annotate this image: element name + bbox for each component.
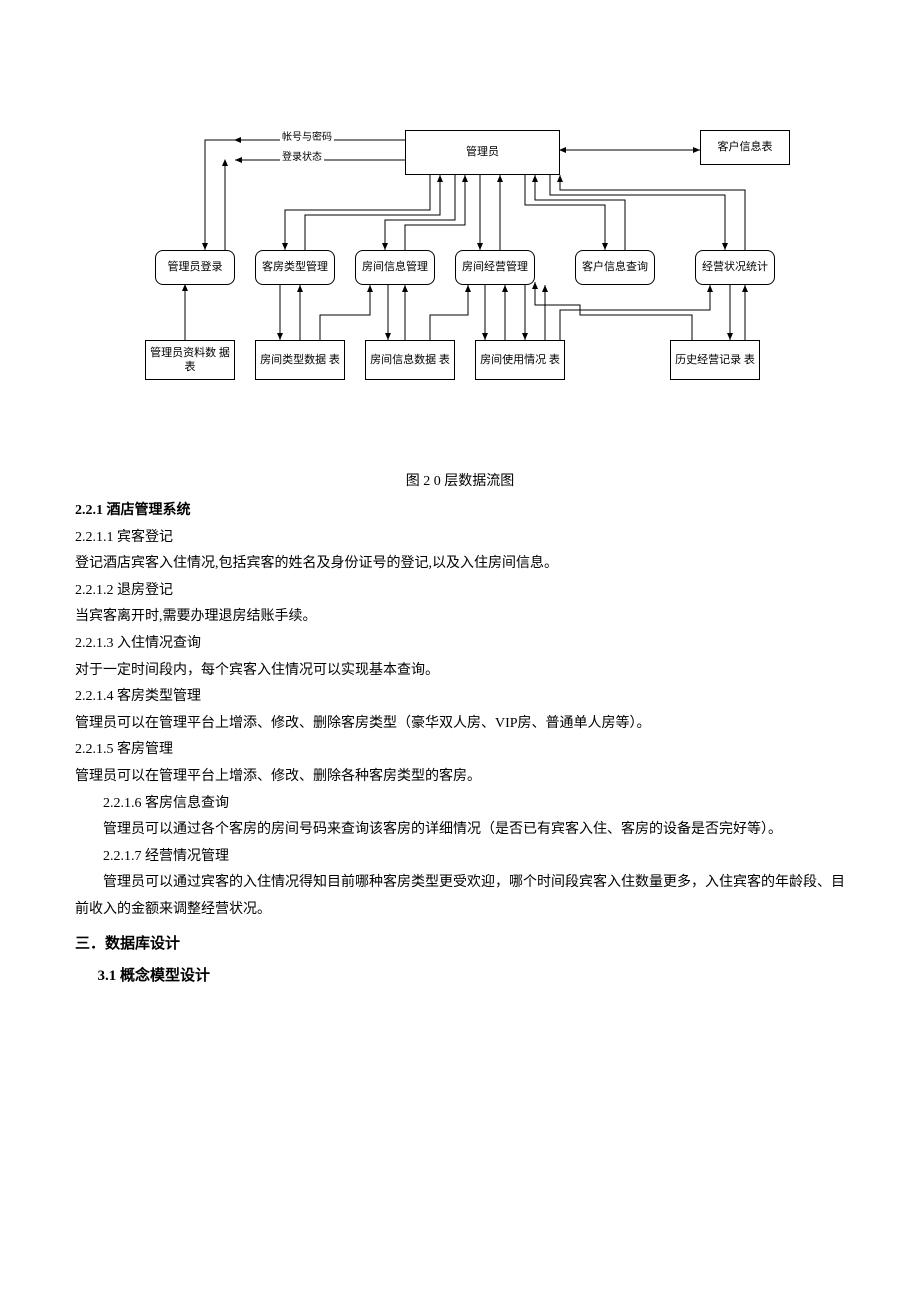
dfd-node-roombiz: 房间经营管理 [455, 250, 535, 285]
dfd-node-admindata: 管理员资料数 据表 [145, 340, 235, 380]
dfd-node-roominfo: 房间信息管理 [355, 250, 435, 285]
heading-2-2-1-3: 2.2.1.3 入住情况查询 [75, 631, 845, 658]
dfd-node-cust_table: 客户信息表 [700, 130, 790, 165]
dfd-diagram: 管理员 客户信息表管理员登录客房类型管理房间信息管理房间经营管理 客户信息查询 经营状… [130, 100, 820, 410]
heading-chapter-3: 三．数据库设计 [75, 930, 845, 959]
diagram-caption: 图 2 0 层数据流图 [75, 470, 845, 490]
heading-2-2-1-2: 2.2.1.2 退房登记 [75, 578, 845, 605]
dfd-edge-label-e1: 帐号与密码 [280, 133, 334, 143]
para-2-2-1-5: 管理员可以在管理平台上增添、修改、删除各种客房类型的客房。 [75, 764, 845, 791]
dfd-node-rusedata: 房间使用情况 表 [475, 340, 565, 380]
dfd-node-roomtype: 客房类型管理 [255, 250, 335, 285]
heading-3-1: 3.1 概念模型设计 [75, 962, 845, 991]
heading-2-2-1-1: 2.2.1.1 宾客登记 [75, 525, 845, 552]
para-2-2-1-3: 对于一定时间段内，每个宾客入住情况可以实现基本查询。 [75, 658, 845, 685]
dfd-node-login: 管理员登录 [155, 250, 235, 285]
para-2-2-1-2: 当宾客离开时,需要办理退房结账手续。 [75, 604, 845, 631]
para-2-2-1-7: 管理员可以通过宾客的入住情况得知目前哪种客房类型更受欢迎，哪个时间段宾客入住数量… [75, 870, 845, 923]
para-2-2-1-6: 管理员可以通过各个客房的房间号码来查询该客房的详细情况（是否已有宾客入住、客房的… [75, 817, 845, 844]
dfd-node-histdata: 历史经营记录 表 [670, 340, 760, 380]
heading-2-2-1-6: 2.2.1.6 客房信息查询 [75, 791, 845, 818]
body-text: 2.2.1 酒店管理系统 2.2.1.1 宾客登记 登记酒店宾客入住情况,包括宾… [75, 498, 845, 991]
para-2-2-1-4: 管理员可以在管理平台上增添、修改、删除客房类型（豪华双人房、VIP房、普通单人房… [75, 711, 845, 738]
heading-2-2-1-5: 2.2.1.5 客房管理 [75, 737, 845, 764]
dfd-node-custq: 客户信息查询 [575, 250, 655, 285]
heading-2-2-1: 2.2.1 酒店管理系统 [75, 498, 845, 525]
dfd-node-ridata: 房间信息数据 表 [365, 340, 455, 380]
dfd-edge-label-e2: 登录状态 [280, 153, 324, 163]
dfd-node-admin: 管理员 [405, 130, 560, 175]
para-2-2-1-1: 登记酒店宾客入住情况,包括宾客的姓名及身份证号的登记,以及入住房间信息。 [75, 551, 845, 578]
heading-2-2-1-4: 2.2.1.4 客房类型管理 [75, 684, 845, 711]
heading-2-2-1-7: 2.2.1.7 经营情况管理 [75, 844, 845, 871]
dfd-node-bizstat: 经营状况统计 [695, 250, 775, 285]
dfd-node-rtdata: 房间类型数据 表 [255, 340, 345, 380]
document-page: 管理员 客户信息表管理员登录客房类型管理房间信息管理房间经营管理 客户信息查询 经营状… [0, 0, 920, 1031]
